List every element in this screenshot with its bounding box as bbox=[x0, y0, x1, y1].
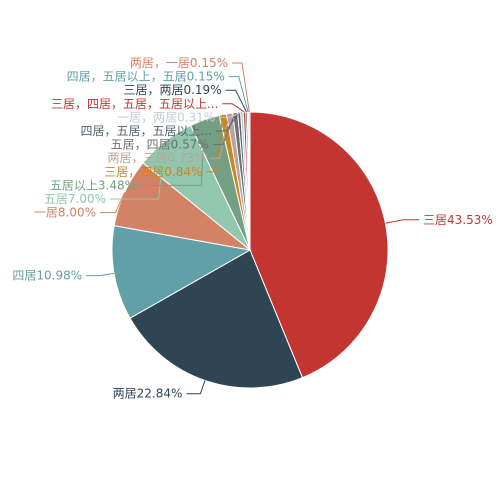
slice-label: 四居，五居，五居以上... bbox=[81, 124, 212, 138]
slice-label: 一居8.00% bbox=[34, 206, 96, 220]
leader-line bbox=[216, 112, 240, 132]
pie-slice[interactable] bbox=[249, 111, 389, 379]
leader-line bbox=[222, 103, 245, 113]
slice-label: 三居，四居，五居，五居以上... bbox=[51, 97, 218, 111]
slice-label: 五居7.00% bbox=[44, 192, 106, 206]
leader-line bbox=[225, 89, 248, 113]
leader-line bbox=[219, 111, 243, 118]
slice-label: 四居，五居以上，五居0.15% bbox=[67, 70, 225, 84]
leader-line bbox=[232, 62, 250, 113]
leader-line bbox=[385, 219, 420, 224]
slice-label: 两居，三居0.73% bbox=[107, 151, 205, 165]
leaders-layer bbox=[86, 62, 420, 395]
leader-line bbox=[186, 380, 206, 395]
slice-label: 三居，两居0.19% bbox=[123, 83, 221, 97]
slice-label: 两居22.84% bbox=[113, 387, 183, 401]
slice-label: 两居，一居0.15% bbox=[130, 56, 228, 70]
leader-line bbox=[206, 114, 224, 173]
leader-line bbox=[110, 141, 166, 200]
slice-label: 三居，四居0.84% bbox=[104, 165, 202, 179]
leader-line bbox=[140, 119, 206, 186]
leader-line bbox=[86, 272, 115, 277]
slice-label: 四居10.98% bbox=[12, 269, 82, 283]
pie-slice[interactable] bbox=[129, 249, 304, 389]
slice-label: 三居43.53% bbox=[423, 213, 493, 227]
leader-line bbox=[228, 76, 249, 113]
pie-slice[interactable] bbox=[111, 225, 252, 319]
slice-label: 五居，四居0.57% bbox=[111, 138, 209, 152]
leader-line bbox=[209, 113, 231, 159]
labels-layer: 三居43.53%两居22.84%四居10.98%一居8.00%五居7.00%五居… bbox=[12, 56, 492, 401]
slice-label: 五居以上3.48% bbox=[50, 178, 136, 192]
slice-label: 一居，两居0.31% bbox=[117, 110, 215, 124]
